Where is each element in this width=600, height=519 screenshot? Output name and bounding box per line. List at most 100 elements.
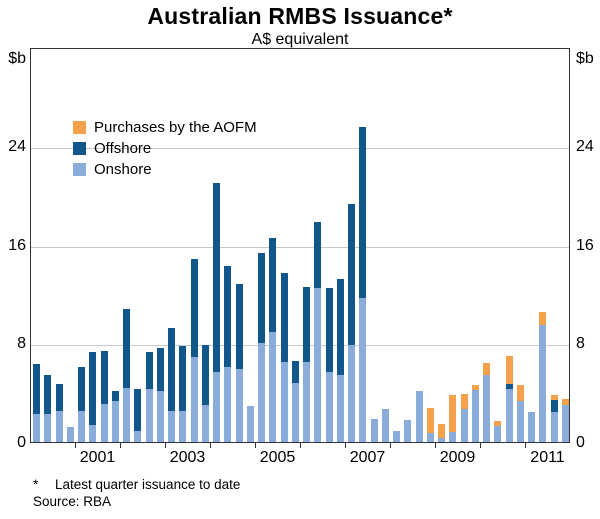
legend-swatch-onshore [73, 163, 86, 176]
bar-2007Q4-onshore [381, 408, 389, 442]
bar-2003Q1-offshore [168, 328, 176, 412]
bar-2005Q1-onshore [258, 343, 266, 442]
bar-2008Q4-aofm [426, 407, 434, 434]
bar-2008Q3-onshore [415, 391, 423, 442]
bar-2005Q3-onshore [280, 361, 288, 442]
bar-2005Q1-offshore [258, 253, 266, 344]
x-tick-2009 [435, 443, 436, 448]
bar-2010Q3-aofm [505, 355, 513, 384]
bar-2003Q2-offshore [179, 345, 187, 412]
y-axis-unit-left: $b [8, 50, 26, 67]
x-tick-2006 [300, 443, 301, 448]
legend-item-aofm: Purchases by the AOFM [73, 117, 257, 138]
bar-2003Q1-onshore [168, 411, 176, 442]
bar-2011Q1-onshore [528, 412, 536, 442]
footnote-marker: * [33, 477, 39, 492]
bar-2011Q2-onshore [539, 324, 547, 442]
bar-2006Q1-offshore [303, 286, 311, 362]
bar-2002Q4-offshore [156, 348, 164, 392]
x-tick-2001 [75, 443, 76, 448]
bar-2004Q1-offshore [213, 182, 221, 372]
bar-2007Q3-onshore [370, 418, 378, 442]
y-tick-left-8: 8 [17, 335, 26, 353]
y-axis-unit-right: $b [576, 50, 594, 67]
bar-2004Q3-offshore [235, 284, 243, 370]
bar-2006Q2-offshore [314, 222, 322, 288]
x-label-2001: 2001 [79, 449, 116, 466]
bar-2007Q2-offshore [359, 127, 367, 298]
bar-2003Q4-offshore [201, 344, 209, 405]
bar-2006Q2-onshore [314, 287, 322, 442]
bar-2001Q4-offshore [111, 391, 119, 402]
bar-2004Q2-onshore [224, 366, 232, 442]
bar-2007Q1-offshore [348, 203, 356, 345]
source-note: Source: RBA [33, 494, 112, 509]
bar-2000Q3-offshore [55, 383, 63, 412]
bar-2004Q3-onshore [235, 369, 243, 442]
bar-2011Q3-aofm [550, 395, 558, 400]
bar-2005Q4-onshore [291, 382, 299, 442]
bar-2010Q1-onshore [483, 375, 491, 442]
bar-2003Q3-offshore [190, 259, 198, 357]
legend-item-offshore: Offshore [73, 138, 257, 159]
x-tick-2005 [255, 443, 256, 448]
bar-2007Q1-onshore [348, 344, 356, 442]
gridline-24 [31, 147, 569, 149]
x-label-2011: 2011 [530, 449, 565, 466]
bar-2001Q2-offshore [89, 351, 97, 425]
bar-2005Q2-offshore [269, 238, 277, 333]
bar-2008Q2-onshore [404, 419, 412, 442]
legend: Purchases by the AOFM Offshore Onshore [73, 117, 257, 180]
bar-2011Q2-aofm [539, 312, 547, 325]
y-tick-right-8: 8 [576, 335, 585, 353]
bar-2004Q1-onshore [213, 371, 221, 442]
y-tick-left-24: 24 [8, 137, 26, 155]
bar-2003Q2-onshore [179, 411, 187, 442]
bar-2002Q1-offshore [123, 308, 131, 388]
x-tick-2007 [345, 443, 346, 448]
bar-2005Q3-offshore [280, 272, 288, 362]
bar-2005Q2-onshore [269, 332, 277, 442]
y-tick-right-24: 24 [576, 137, 594, 155]
x-tick-2011 [525, 443, 526, 448]
bar-2006Q3-offshore [325, 287, 333, 372]
legend-swatch-aofm [73, 121, 86, 134]
chart-subtitle: A$ equivalent [251, 31, 349, 48]
y-tick-left-16: 16 [8, 236, 26, 254]
y-tick-left-0: 0 [17, 434, 26, 451]
bar-2010Q3-offshore [505, 384, 513, 389]
gridline-16 [31, 246, 569, 248]
legend-label-onshore: Onshore [94, 161, 152, 178]
bar-2010Q1-aofm [483, 363, 491, 376]
bar-2002Q3-onshore [145, 388, 153, 442]
bar-2002Q2-onshore [134, 430, 142, 442]
bar-2011Q3-offshore [550, 400, 558, 413]
bar-2010Q4-aofm [516, 385, 524, 402]
legend-item-onshore: Onshore [73, 159, 257, 180]
bar-2000Q2-onshore [44, 414, 52, 442]
bar-2009Q4-aofm [471, 385, 479, 391]
x-tick-2003 [165, 443, 166, 448]
bar-2008Q1-onshore [393, 430, 401, 442]
chart-title: Australian RMBS Issuance* [147, 3, 453, 29]
bar-2000Q1-onshore [33, 413, 41, 442]
bar-2006Q1-onshore [303, 361, 311, 442]
bar-2006Q3-onshore [325, 371, 333, 442]
bar-2005Q4-offshore [291, 360, 299, 383]
bar-2011Q3-onshore [550, 412, 558, 442]
bar-2001Q4-onshore [111, 401, 119, 442]
bar-2009Q2-onshore [449, 432, 457, 442]
bar-2004Q2-offshore [224, 265, 232, 367]
bar-2010Q2-onshore [494, 426, 502, 442]
bar-2000Q3-onshore [55, 411, 63, 442]
x-label-2005: 2005 [259, 449, 296, 466]
y-tick-right-0: 0 [576, 434, 585, 451]
x-tick-2004 [210, 443, 211, 448]
x-tick-2008 [390, 443, 391, 448]
bar-2002Q3-offshore [145, 351, 153, 389]
bar-2002Q1-onshore [123, 387, 131, 442]
x-label-2009: 2009 [439, 449, 476, 466]
bar-2000Q2-offshore [44, 374, 52, 415]
bar-2006Q4-onshore [336, 375, 344, 442]
footnote-text: Latest quarter issuance to date [55, 477, 241, 492]
